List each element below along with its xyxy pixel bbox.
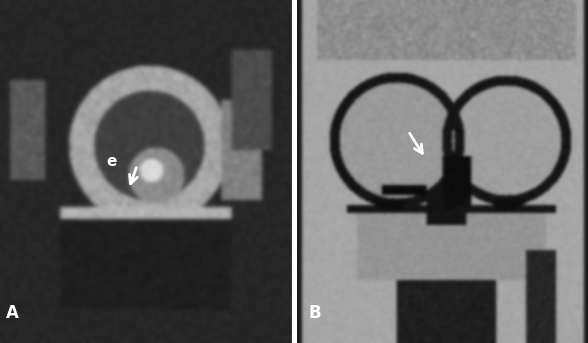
Text: A: A (6, 305, 19, 322)
Text: e: e (106, 154, 116, 169)
Text: B: B (309, 305, 321, 322)
